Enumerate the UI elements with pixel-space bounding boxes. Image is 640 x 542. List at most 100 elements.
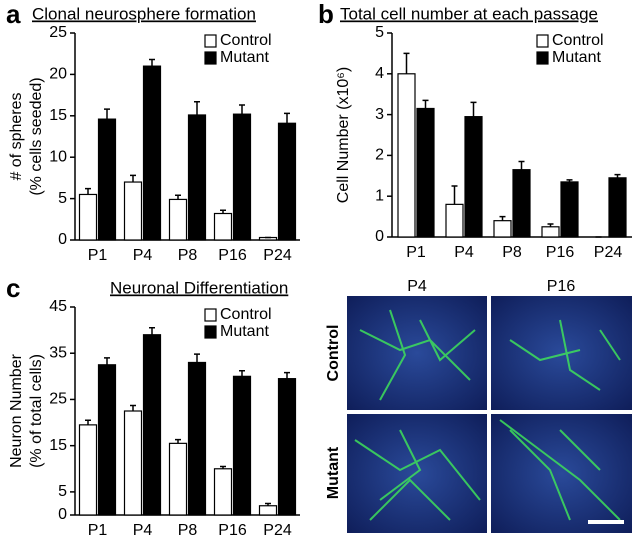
error-bar (130, 404, 136, 411)
bar (213, 468, 233, 516)
x-tick-label: P16 (218, 247, 247, 264)
bar (187, 114, 207, 241)
error-bar (149, 58, 155, 67)
error-bar (175, 194, 181, 200)
error-bar (149, 327, 155, 335)
y-tick-label: 5 (58, 483, 67, 500)
y-tick-label: 0 (375, 228, 384, 245)
bar (187, 361, 207, 516)
bar (168, 198, 188, 241)
bar (416, 107, 435, 238)
legend-swatch (204, 51, 217, 65)
y-tick-label: 10 (49, 148, 67, 165)
error-bar (422, 99, 429, 109)
x-tick-label: P4 (133, 522, 153, 539)
error-bar (403, 52, 410, 74)
legend-swatch (536, 34, 549, 48)
error-bar (265, 502, 271, 506)
bar (560, 181, 579, 238)
y-tick-label: 0 (58, 231, 67, 248)
y-tick-label: 35 (49, 344, 67, 361)
error-bar (547, 223, 554, 227)
y-tick-label: 2 (375, 147, 384, 164)
x-tick-label: P1 (406, 244, 426, 261)
bar (512, 169, 531, 238)
error-bar (85, 419, 91, 425)
y-axis-label: # of spheres (8, 92, 25, 180)
chart-title: Clonal neurosphere formation (32, 4, 256, 23)
legend-swatch (204, 34, 217, 48)
legend-label: Control (220, 32, 272, 49)
bar (258, 505, 278, 516)
legend-swatch (204, 325, 217, 339)
column-label: P4 (407, 278, 427, 295)
error-bar (104, 357, 110, 365)
bar (168, 442, 188, 516)
bar (608, 177, 627, 238)
legend-label: Mutant (220, 49, 269, 66)
row-label: Mutant (325, 446, 342, 499)
x-tick-label: P8 (502, 244, 522, 261)
y-tick-label: 20 (49, 66, 67, 83)
bar (232, 375, 252, 516)
y-axis-label: Cell Number (x10⁶) (335, 67, 352, 203)
x-tick-label: P1 (88, 522, 108, 539)
legend-label: Control (220, 306, 272, 323)
x-tick-label: P24 (594, 244, 623, 261)
error-bar (220, 209, 226, 214)
error-bar (194, 100, 200, 115)
bar (123, 410, 143, 516)
error-bar (470, 101, 477, 117)
panel-letter: a (6, 0, 21, 29)
bar (232, 113, 252, 241)
error-bar (220, 465, 226, 469)
image-tile (347, 296, 487, 410)
bar (142, 65, 162, 241)
error-bar (451, 185, 458, 205)
legend-swatch (204, 308, 217, 322)
legend-label: Mutant (220, 323, 269, 340)
image-panel: P4 P16 Control Mutant (325, 278, 632, 533)
error-bar (239, 370, 245, 377)
column-label: P16 (547, 278, 576, 295)
y-tick-label: 5 (58, 190, 67, 207)
bar (277, 122, 297, 241)
bar (277, 378, 297, 516)
y-tick-label: 3 (375, 106, 384, 123)
error-bar (566, 179, 573, 182)
y-tick-label: 1 (375, 187, 384, 204)
error-bar (614, 173, 621, 178)
error-bar (194, 353, 200, 363)
y-tick-label: 15 (49, 437, 67, 454)
neurites (354, 309, 621, 521)
bar (78, 193, 98, 241)
error-bar (518, 160, 525, 170)
bar (142, 334, 162, 516)
bar (97, 364, 117, 516)
bar (97, 118, 117, 241)
error-bar (130, 174, 136, 183)
chart-title: Neuronal Differentiation (110, 278, 288, 297)
x-tick-label: P24 (263, 247, 292, 264)
x-tick-label: P4 (133, 247, 153, 264)
bar (397, 73, 416, 238)
y-tick-label: 25 (49, 391, 67, 408)
x-tick-label: P16 (218, 522, 247, 539)
y-tick-label: 45 (49, 298, 67, 315)
legend-swatch (536, 51, 549, 65)
legend-label: Mutant (552, 49, 601, 66)
panel-letter: c (6, 273, 20, 303)
bar (493, 220, 512, 238)
bar (445, 203, 464, 238)
panel-letter: b (318, 0, 334, 29)
y-tick-label: 15 (49, 107, 67, 124)
x-tick-label: P8 (178, 522, 198, 539)
y-axis-label: (% cells seeded) (28, 77, 45, 195)
bar (464, 116, 483, 238)
x-tick-label: P1 (88, 247, 108, 264)
error-bar (239, 104, 245, 115)
y-tick-label: 4 (375, 65, 384, 82)
error-bar (104, 108, 110, 120)
error-bar (85, 187, 91, 195)
